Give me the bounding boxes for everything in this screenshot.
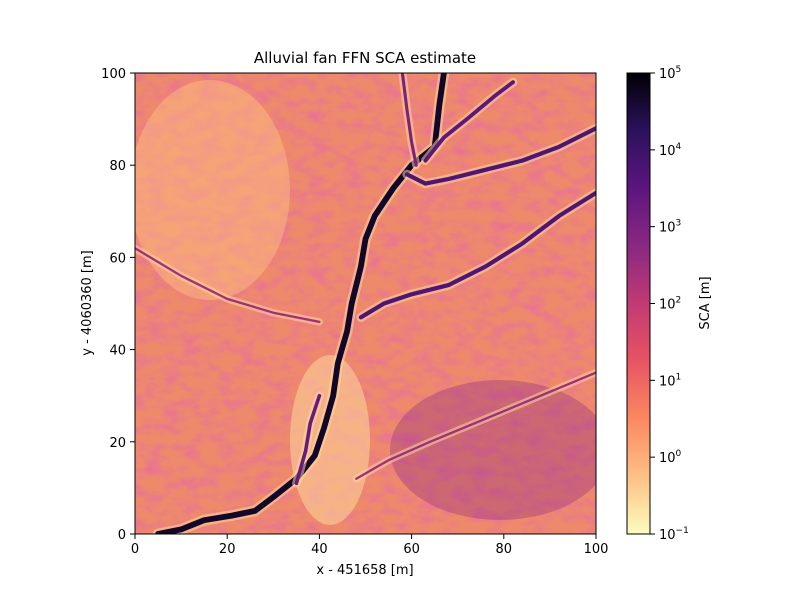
x-axis: 0 20 40 60 80 100 <box>131 534 609 557</box>
y-tick-label: 40 <box>109 344 126 359</box>
x-tick-label: 60 <box>403 542 420 557</box>
x-tick-label: 100 <box>584 542 609 557</box>
colorbar-tick-label: 101 <box>659 372 681 389</box>
y-tick-label: 0 <box>118 528 126 543</box>
y-tick-label: 20 <box>109 436 126 451</box>
colorbar-tick-label: 104 <box>659 142 682 159</box>
colorbar-gradient <box>626 72 651 535</box>
west-rill-1 <box>135 247 321 324</box>
x-tick-label: 40 <box>311 542 328 557</box>
upper-left-tributary <box>400 73 418 167</box>
northeast-tributary <box>404 126 596 186</box>
chart-title: Alluvial fan FFN SCA estimate <box>254 49 476 67</box>
north-tributary <box>423 80 515 163</box>
heatmap-dark-region <box>390 380 596 520</box>
y-tick-label: 60 <box>109 251 126 266</box>
colorbar-tick-label: 103 <box>659 219 681 236</box>
x-axis-label: x - 451658 [m] <box>316 563 413 578</box>
lower-fan-tributary <box>294 393 322 486</box>
y-axis: 0 20 40 60 80 100 <box>101 67 135 543</box>
southeast-rill <box>355 371 596 480</box>
heatmap-light-region <box>290 355 370 525</box>
colorbar-label: SCA [m] <box>698 276 713 329</box>
colorbar-tick-label: 102 <box>659 296 681 313</box>
y-tick-label: 100 <box>101 67 126 82</box>
x-tick-label: 20 <box>219 542 236 557</box>
channel-network <box>135 73 596 534</box>
heatmap-light-region <box>135 80 290 300</box>
x-tick-label: 0 <box>131 542 139 557</box>
y-tick-label: 80 <box>109 159 126 174</box>
colorbar: 105 104 103 102 101 100 10−1 SCA [m] <box>626 65 713 543</box>
colorbar-tick-label: 100 <box>659 449 682 466</box>
plot-area <box>135 73 596 534</box>
east-tributary <box>358 190 596 320</box>
x-tick-label: 80 <box>496 542 513 557</box>
colorbar-tick-label: 105 <box>659 65 681 82</box>
colorbar-tick-label: 10−1 <box>659 526 689 543</box>
y-axis-label: y - 4060360 [m] <box>80 250 95 356</box>
colorbar-ticks: 105 104 103 102 101 100 10−1 <box>650 65 689 543</box>
plot-frame <box>134 72 597 535</box>
